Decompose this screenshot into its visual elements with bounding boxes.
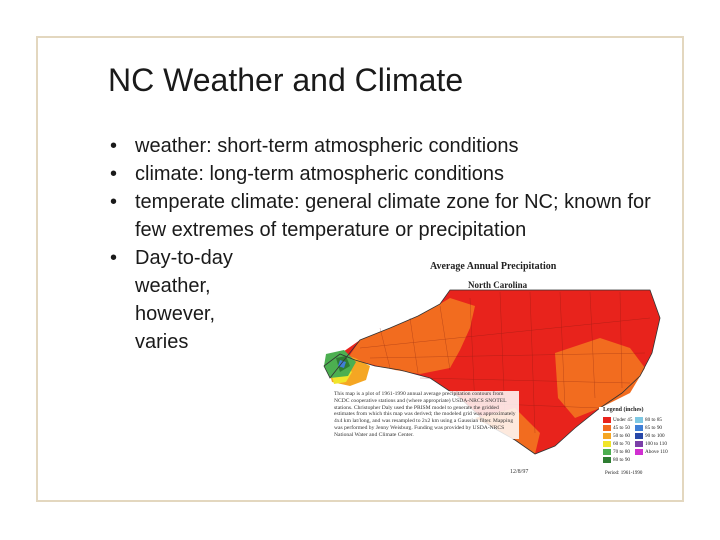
bullet-weather: weather: short-term atmospheric conditio… bbox=[110, 132, 670, 160]
legend-title: Legend (inches) bbox=[603, 407, 644, 413]
legend-period: Period: 1961-1990 bbox=[605, 471, 643, 476]
map-region-high bbox=[338, 360, 346, 368]
legend-label: Above 110 bbox=[645, 449, 668, 455]
legend-label: 90 to 100 bbox=[645, 433, 665, 439]
legend-label: 50 to 60 bbox=[613, 433, 631, 439]
legend-swatch bbox=[635, 449, 643, 455]
legend-swatch bbox=[603, 441, 611, 447]
legend-swatch bbox=[603, 457, 611, 463]
legend-swatch bbox=[635, 441, 643, 447]
legend-label: 80 to 90 bbox=[613, 457, 631, 463]
legend-label: Under 45 bbox=[613, 417, 633, 423]
map-note: This map is a plot of 1961-1990 annual a… bbox=[334, 391, 519, 439]
legend-label: 100 to 110 bbox=[645, 441, 667, 447]
bullet-temperate: temperate climate: general climate zone … bbox=[110, 188, 670, 244]
legend-swatch bbox=[635, 433, 643, 439]
legend-label: 60 to 70 bbox=[613, 441, 631, 447]
bullet-text: Day-to-day weather, however, varies bbox=[135, 247, 233, 353]
legend-swatch bbox=[635, 417, 643, 423]
county-lines bbox=[359, 291, 651, 434]
slide-frame bbox=[36, 36, 684, 502]
legend-swatch bbox=[603, 417, 611, 423]
bullet-text: climate: long-term atmospheric condition… bbox=[135, 163, 505, 185]
map-title: Average Annual Precipitation bbox=[430, 261, 557, 272]
bullet-list: weather: short-term atmospheric conditio… bbox=[110, 132, 670, 356]
legend-label: 70 to 80 bbox=[613, 449, 631, 455]
legend-swatch bbox=[603, 425, 611, 431]
slide-title: NC Weather and Climate bbox=[108, 62, 464, 98]
legend-label: 45 to 50 bbox=[613, 425, 631, 431]
map-subtitle: North Carolina bbox=[468, 280, 528, 290]
map-region-45-50 bbox=[348, 298, 475, 374]
precipitation-map-figure: Average Annual Precipitation North Carol… bbox=[300, 258, 670, 482]
bullet-text: temperate climate: general climate zone … bbox=[135, 191, 651, 241]
bullet-day-to-day: Day-to-day weather, however, varies bbox=[110, 244, 265, 356]
map-region-45-50-coast bbox=[555, 338, 645, 418]
map-legend: Legend (inches) Under 45 45 to 50 50 to … bbox=[599, 407, 669, 479]
legend-swatch bbox=[635, 425, 643, 431]
legend-swatch bbox=[603, 433, 611, 439]
bullet-text: weather: short-term atmospheric conditio… bbox=[135, 135, 519, 157]
legend-label: 85 to 90 bbox=[645, 425, 663, 431]
map-date: 12/8/97 bbox=[510, 469, 529, 475]
legend-label: 80 to 85 bbox=[645, 417, 663, 423]
legend-swatch bbox=[603, 449, 611, 455]
bullet-climate: climate: long-term atmospheric condition… bbox=[110, 160, 670, 188]
